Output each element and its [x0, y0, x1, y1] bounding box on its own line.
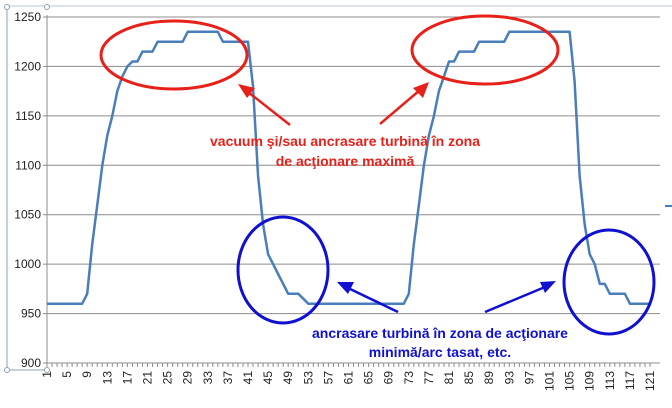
x-tick-label: 17	[120, 371, 134, 385]
gridlines	[47, 16, 660, 315]
y-axis: 900 950 1000 1050 1100 1150 1200 1250	[14, 10, 48, 370]
arrow-line	[347, 286, 399, 314]
x-tick-label: 81	[442, 371, 456, 385]
annotation-max-zone: vacuum şi/sau ancrasare turbină în zona …	[99, 14, 560, 169]
x-tick-label: 29	[181, 371, 195, 385]
series-line	[47, 30, 650, 305]
x-tick-label: 85	[462, 371, 476, 385]
x-tick-label: 101	[543, 371, 557, 391]
arrow-line	[379, 89, 421, 125]
x-tick-label: 69	[382, 371, 396, 385]
arrow-line	[484, 285, 546, 314]
x-tick-label: 41	[241, 371, 255, 385]
resize-handle[interactable]	[4, 367, 10, 373]
x-tick-label: 97	[522, 371, 536, 385]
x-tick-label: 9	[80, 371, 94, 378]
series	[47, 30, 650, 305]
x-tick-label: 93	[502, 371, 516, 385]
min-zone-label-line2: minimă/arc tasat, etc.	[369, 344, 511, 360]
x-tick-label: 33	[201, 371, 215, 385]
x-tick-label: 5	[60, 371, 74, 378]
y-tick-label: 1200	[14, 59, 41, 73]
y-tick-label: 1250	[14, 10, 41, 24]
max-zone-label-line2: de acţionare maximă	[276, 153, 415, 169]
max-zone-ellipse-2	[410, 14, 560, 86]
max-zone-ellipse-1	[99, 19, 249, 91]
x-tick-label: 45	[261, 371, 275, 385]
arrow-head-icon	[540, 281, 556, 293]
min-zone-label-line1: ancrasare turbină în zona de acţionare	[312, 325, 568, 341]
x-tick-label: 13	[100, 371, 114, 385]
x-tick-label: 21	[141, 371, 155, 385]
x-tick-label: 105	[563, 371, 577, 391]
resize-handle[interactable]	[44, 367, 50, 373]
annotation-min-zone: ancrasare turbină în zona de acţionare m…	[236, 215, 656, 360]
arrow-line	[247, 91, 291, 126]
x-tick-label: 1	[40, 371, 54, 378]
arrow-head-icon	[337, 282, 354, 294]
arrow-head-icon	[238, 84, 255, 98]
y-tick-label: 1000	[14, 257, 41, 271]
x-tick-label: 89	[482, 371, 496, 385]
arrow-head-icon	[413, 82, 429, 98]
x-tick-label: 65	[362, 371, 376, 385]
x-axis: 1 5 9 13 17 21 25 29 33 37 41 45 49 53 57 61 65 69 73 77 81 8…	[40, 362, 660, 391]
min-zone-ellipse-2	[562, 228, 656, 336]
min-zone-ellipse-1	[236, 215, 330, 325]
x-tick-label: 121	[643, 371, 657, 391]
x-tick-label: 57	[321, 371, 335, 385]
resize-handle[interactable]	[4, 4, 10, 10]
y-tick-label: 900	[21, 356, 41, 370]
x-tick-label: 25	[161, 371, 175, 385]
y-tick-label: 1100	[15, 158, 41, 172]
y-tick-label: 950	[21, 307, 41, 321]
chart-frame	[4, 4, 672, 373]
x-tick-label: 117	[623, 371, 637, 390]
x-tick-label: 61	[342, 371, 356, 385]
y-tick-label: 1150	[15, 109, 41, 123]
x-tick-label: 73	[402, 371, 416, 385]
y-tick-label: 1050	[14, 208, 41, 222]
max-zone-label-line1: vacuum şi/sau ancrasare turbină în zona	[210, 133, 480, 149]
x-tick-label: 53	[301, 371, 315, 385]
x-tick-label: 49	[281, 371, 295, 385]
x-tick-label: 113	[603, 371, 617, 390]
x-tick-label: 37	[221, 371, 235, 385]
resize-handle[interactable]	[44, 4, 50, 10]
x-tick-label: 77	[422, 371, 436, 385]
x-tick-label: 109	[583, 371, 597, 391]
